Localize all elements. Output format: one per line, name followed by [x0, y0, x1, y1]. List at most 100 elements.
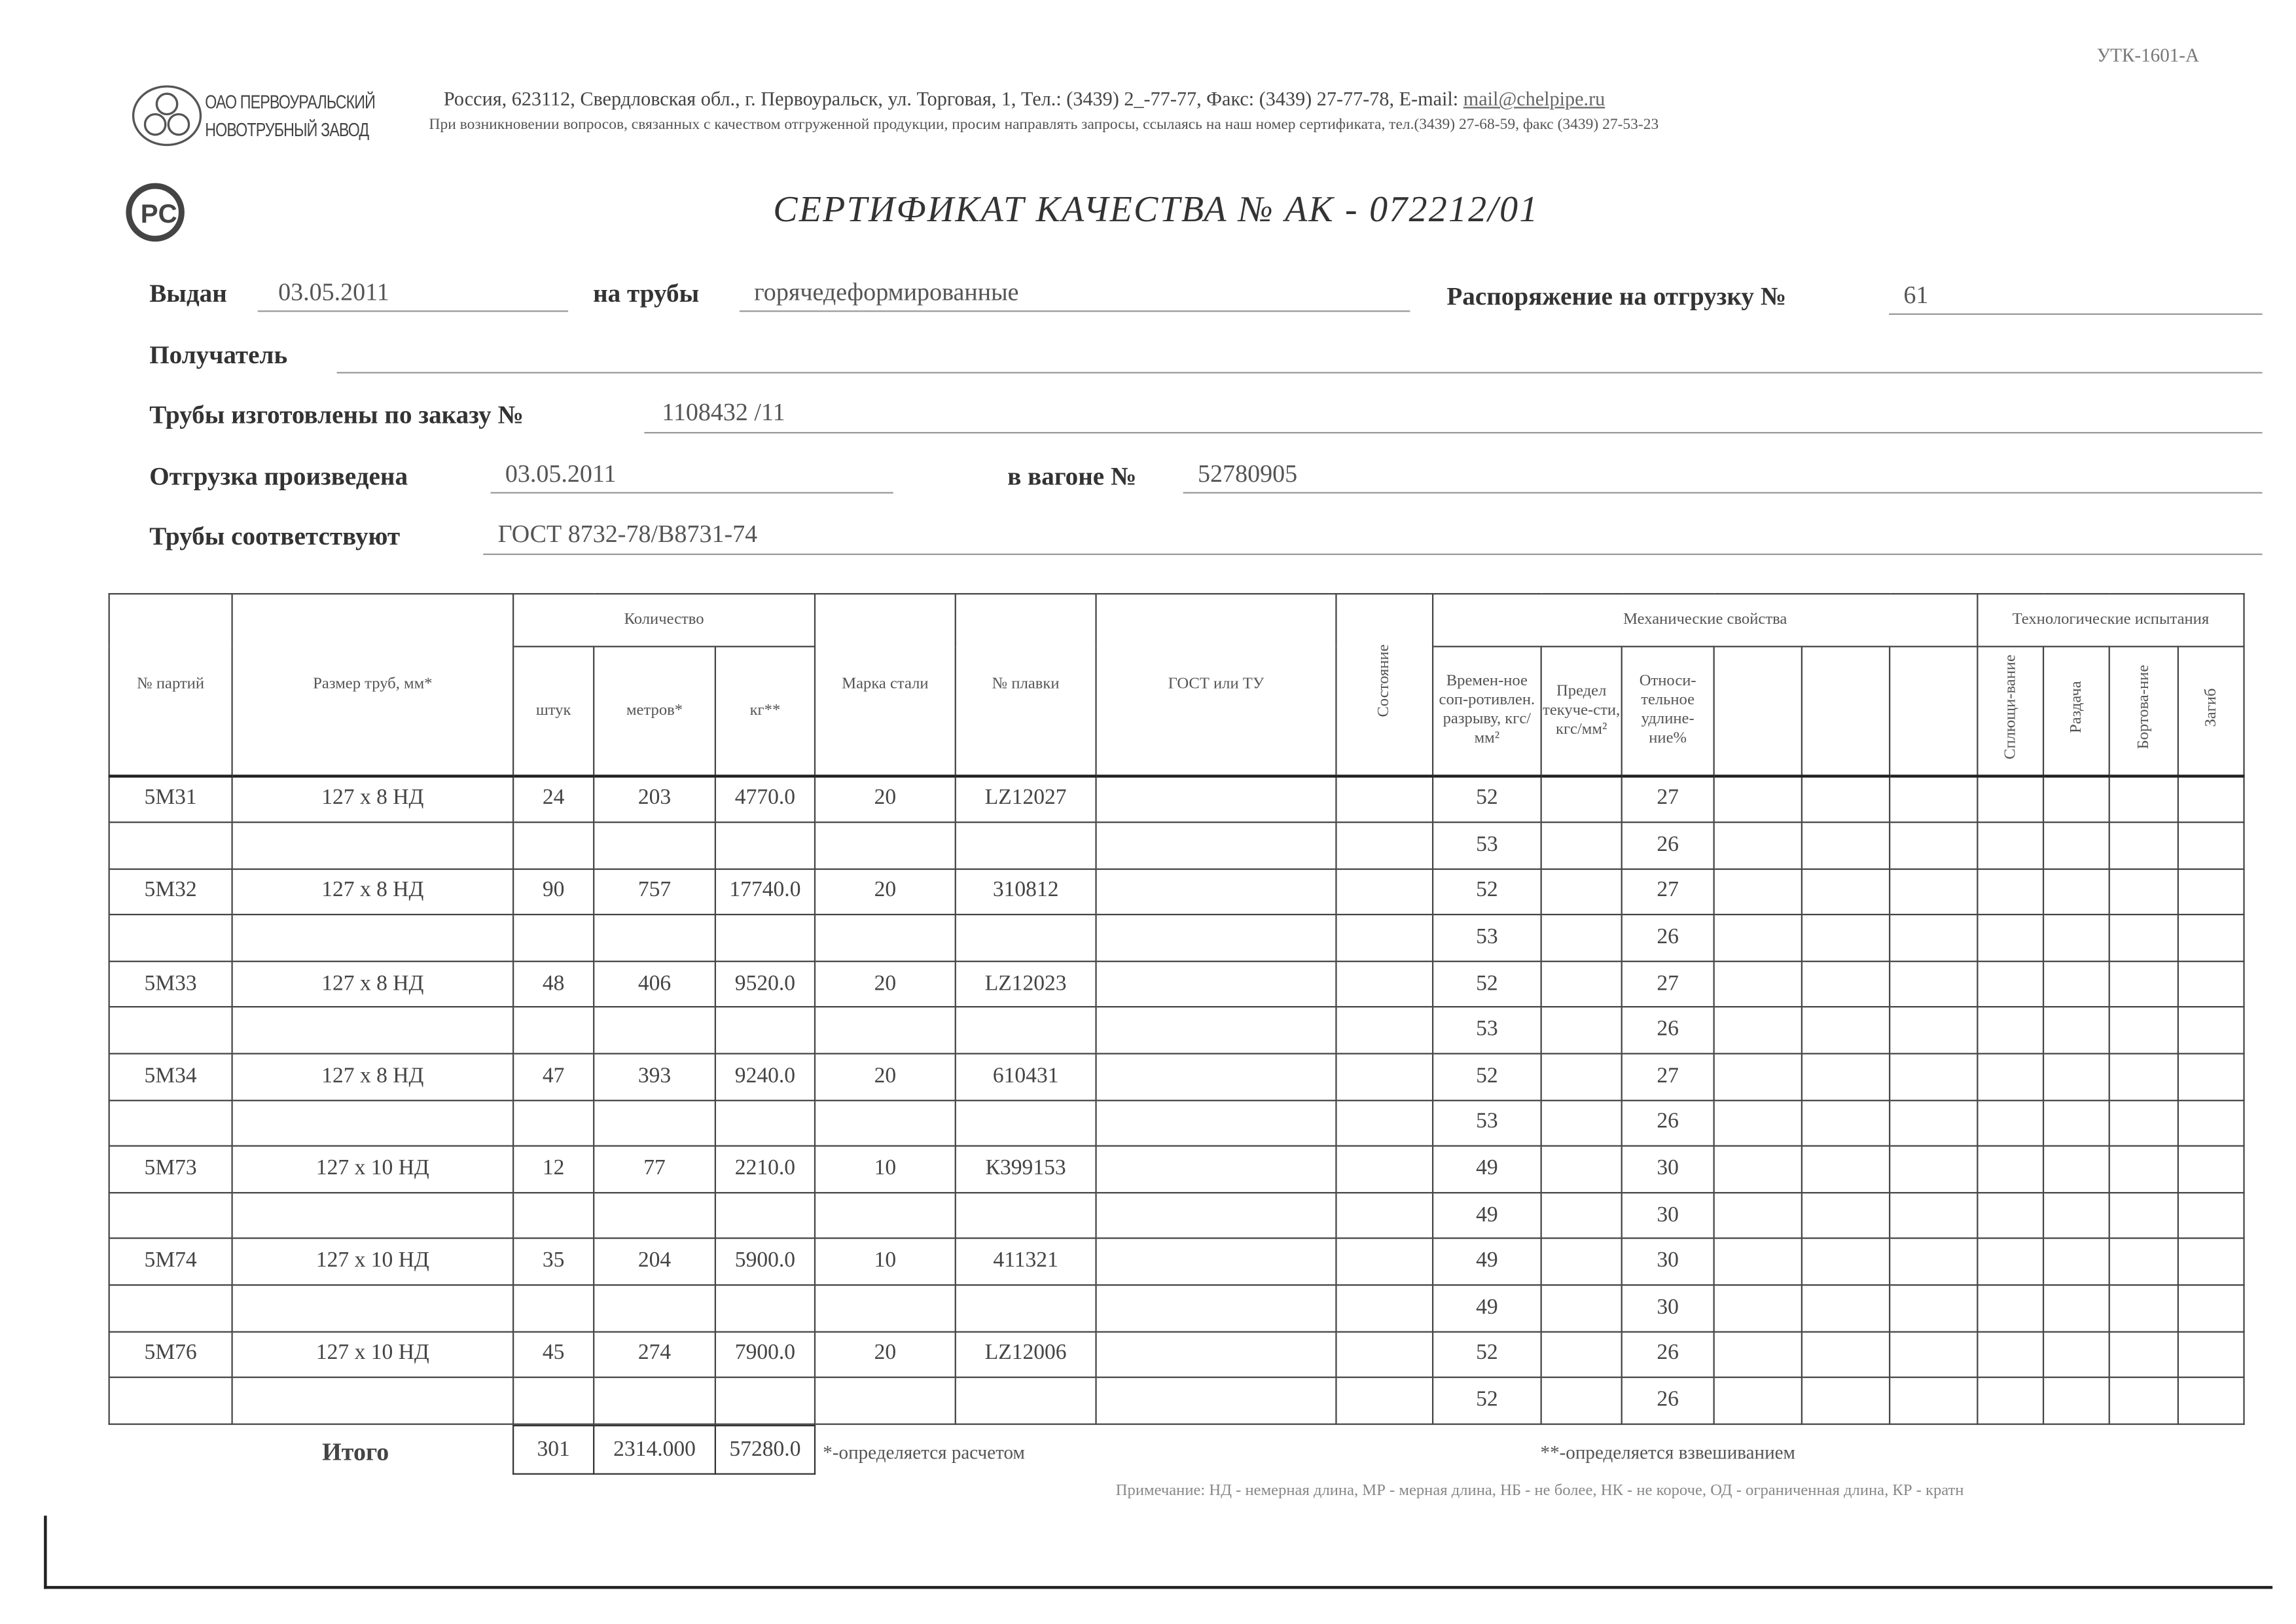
certification-mark-icon: PC [126, 183, 185, 242]
cell-batch: 5М34 [108, 1053, 233, 1101]
cell-tensile: 52 [1431, 774, 1542, 823]
table-row: 5М74 127 x 10 НД 35 204 5900.0 10 411321 49 30 [108, 1238, 2245, 1286]
cell-heat [954, 1007, 1097, 1055]
col-meters: метров* [593, 645, 716, 776]
cell-elong: 30 [1621, 1146, 1715, 1193]
cell-steel [814, 1377, 956, 1425]
table-row: 5М32 127 x 8 НД 90 757 17740.0 20 310812 52 27 [108, 867, 2245, 916]
col-size: Размер труб, мм* [231, 593, 514, 776]
cell-meters [593, 1099, 716, 1147]
company-address: Россия, 623112, Свердловская обл., г. Пе… [444, 88, 1605, 111]
cell-size [231, 1099, 514, 1147]
cell-tensile: 52 [1431, 1053, 1542, 1101]
cell-tensile: 52 [1431, 960, 1542, 1009]
cell-heat: 310812 [954, 867, 1097, 916]
cell-pcs [512, 914, 595, 962]
cell-steel: 20 [814, 774, 956, 823]
footnote-abbrev: Примечание: НД - немерная длина, МР - ме… [1115, 1482, 1964, 1500]
cell-empty [1801, 960, 1891, 1009]
cell-empty [2108, 1377, 2179, 1425]
cell-empty [1888, 1377, 1979, 1425]
col-bend: Загиб [2177, 645, 2245, 776]
col-heat: № плавки [954, 593, 1097, 776]
cell-empty [2177, 1146, 2245, 1193]
col-yield: Предел текуче-сти, кгс/мм² [1540, 645, 1623, 776]
cell-size [231, 914, 514, 962]
cell-empty [2108, 821, 2179, 870]
cell-state [1335, 1238, 1434, 1286]
totals-row: 301 2314.000 57280.0 [512, 1424, 816, 1475]
contact-note: При возникновении вопросов, связанных с … [429, 117, 1659, 134]
company-name-line1: ОАО ПЕРВОУРАЛЬСКИЙ [205, 90, 376, 113]
cell-empty [1713, 1007, 1803, 1055]
cell-kg [714, 1099, 816, 1147]
table-row: 5М33 127 x 8 НД 48 406 9520.0 20 LZ12023 52 27 [108, 960, 2245, 1009]
cell-pcs: 47 [512, 1053, 595, 1101]
cell-gost [1095, 1099, 1337, 1147]
cell-elong: 26 [1621, 1330, 1715, 1379]
cell-empty [1888, 1330, 1979, 1379]
cell-empty [1888, 821, 1979, 870]
email-link[interactable]: mail@chelpipe.ru [1463, 88, 1605, 110]
cell-state [1335, 1377, 1434, 1425]
cell-meters: 406 [593, 960, 716, 1009]
cell-size: 127 x 8 НД [231, 960, 514, 1009]
cell-elong: 27 [1621, 867, 1715, 916]
cell-gost [1095, 960, 1337, 1009]
cell-empty [1888, 774, 1979, 823]
table-row: 52 26 [108, 1377, 2245, 1425]
total-pcs: 301 [512, 1424, 595, 1475]
cell-size: 127 x 8 НД [231, 774, 514, 823]
company-name: ОАО ПЕРВОУРАЛЬСКИЙ НОВОТРУБНЫЙ ЗАВОД [205, 88, 376, 143]
cell-yield [1540, 1238, 1623, 1286]
cell-yield [1540, 960, 1623, 1009]
cell-empty [2177, 821, 2245, 870]
cell-meters [593, 821, 716, 870]
cell-batch: 5М76 [108, 1330, 233, 1379]
cell-state [1335, 1053, 1434, 1101]
wagon-value: 52780905 [1198, 460, 1298, 488]
cell-empty [1801, 1191, 1891, 1240]
cell-heat [954, 1284, 1097, 1332]
cell-empty [1713, 914, 1803, 962]
cell-empty [1977, 774, 2045, 823]
table-row: 53 26 [108, 1007, 2245, 1055]
cell-yield [1540, 1191, 1623, 1240]
cell-yield [1540, 1007, 1623, 1055]
cell-size: 127 x 8 НД [231, 867, 514, 916]
cell-elong: 26 [1621, 914, 1715, 962]
cell-empty [1713, 867, 1803, 916]
cell-empty [2042, 1099, 2110, 1147]
cell-tensile: 52 [1431, 1377, 1542, 1425]
total-meters: 2314.000 [593, 1424, 716, 1475]
cell-meters [593, 1191, 716, 1240]
cell-elong: 27 [1621, 960, 1715, 1009]
cell-empty [1713, 1191, 1803, 1240]
cell-gost [1095, 1146, 1337, 1193]
company-logo-icon [132, 85, 202, 147]
cell-gost [1095, 1238, 1337, 1286]
cell-empty [1888, 1053, 1979, 1101]
cell-empty [1977, 1191, 2045, 1240]
cell-tensile: 53 [1431, 1007, 1542, 1055]
cell-batch [108, 821, 233, 870]
cell-empty [1888, 1284, 1979, 1332]
cell-empty [1888, 1099, 1979, 1147]
col-steel: Марка стали [814, 593, 956, 776]
col-mech: Механические свойства [1431, 593, 1979, 647]
cell-elong: 27 [1621, 774, 1715, 823]
svg-text:PC: PC [141, 199, 177, 228]
cell-empty [1801, 1238, 1891, 1286]
col-tensile: Времен-ное соп-ротивлен. разрыву, кгс/мм… [1431, 645, 1542, 776]
cell-meters: 757 [593, 867, 716, 916]
cell-empty [1888, 960, 1979, 1009]
cell-kg: 17740.0 [714, 867, 816, 916]
cell-kg: 4770.0 [714, 774, 816, 823]
col-quantity: Количество [512, 593, 816, 647]
col-elong: Относи-тельное удлине-ние% [1621, 645, 1715, 776]
cell-pcs [512, 821, 595, 870]
cell-empty [2108, 1284, 2179, 1332]
cell-steel [814, 1191, 956, 1240]
cell-pcs: 90 [512, 867, 595, 916]
